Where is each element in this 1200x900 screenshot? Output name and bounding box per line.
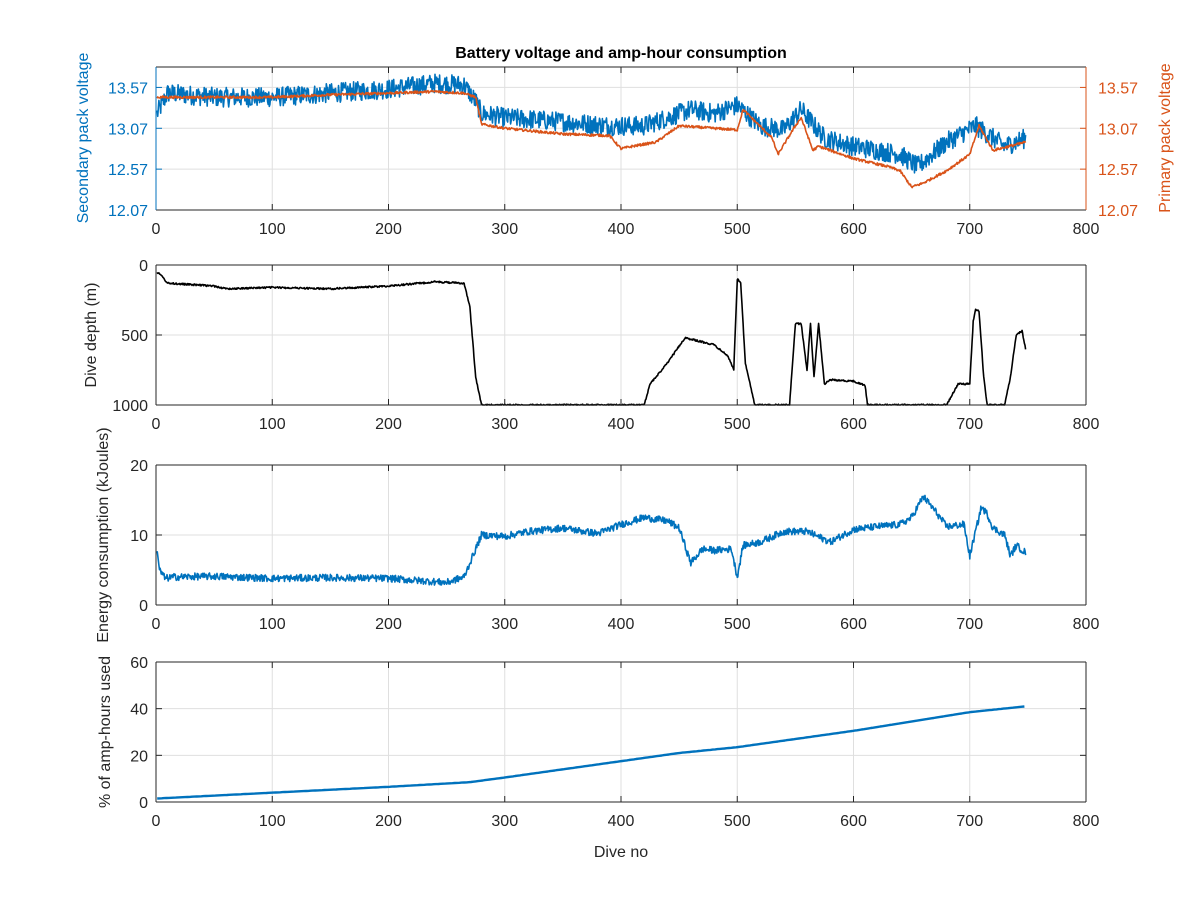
y-tick-label: 60: [130, 655, 148, 672]
y-axis-label-left: % of amp-hours used: [97, 656, 114, 808]
x-tick-label: 500: [724, 616, 751, 633]
series-line-0: [157, 705, 1025, 800]
x-tick-label: 400: [608, 813, 635, 830]
x-tick-label: 600: [840, 221, 867, 238]
x-tick-label: 300: [491, 221, 518, 238]
y-tick-label-right: 13.57: [1098, 80, 1138, 97]
y-axis-label-right: Primary pack voltage: [1157, 63, 1174, 212]
x-tick-label: 0: [152, 813, 161, 830]
x-tick-label: 0: [152, 616, 161, 633]
x-tick-label: 0: [152, 416, 161, 433]
y-tick-label: 12.07: [108, 203, 148, 220]
x-tick-label: 700: [956, 416, 983, 433]
voltage-panel: Battery voltage and amp-hour consumption…: [75, 45, 1174, 238]
x-tick-label: 300: [491, 616, 518, 633]
x-tick-label: 600: [840, 616, 867, 633]
series-line-0: [156, 271, 1027, 406]
x-tick-label: 300: [491, 813, 518, 830]
y-tick-label-right: 13.07: [1098, 121, 1138, 138]
y-tick-label: 500: [121, 328, 148, 345]
x-tick-label: 400: [608, 616, 635, 633]
x-tick-label: 500: [724, 221, 751, 238]
x-tick-label: 100: [259, 813, 286, 830]
x-tick-label: 800: [1073, 416, 1100, 433]
x-tick-label: 800: [1073, 616, 1100, 633]
x-tick-label: 200: [375, 813, 402, 830]
x-tick-label: 100: [259, 416, 286, 433]
energy-panel: Energy consumption (kJoules) 0 100 200 300 4…: [95, 427, 1099, 642]
x-tick-label: 800: [1073, 813, 1100, 830]
amp-hours-panel: % of amp-hours used Dive no 0 100 200 300 40…: [97, 655, 1099, 861]
y-tick-label: 12.57: [108, 162, 148, 179]
y-tick-label: 20: [130, 748, 148, 765]
depth-panel: Dive depth (m) 0 100 200 300 400 500 600 700 800…: [83, 258, 1099, 433]
y-tick-label: 1000: [112, 398, 148, 415]
y-tick-label: 40: [130, 702, 148, 719]
grid-lines: [155, 264, 1087, 406]
y-tick-label-right: 12.57: [1098, 162, 1138, 179]
x-tick-label: 100: [259, 221, 286, 238]
y-axis-label-left: Energy consumption (kJoules): [95, 427, 112, 642]
x-tick-label: 0: [152, 221, 161, 238]
y-tick-label: 0: [139, 258, 148, 275]
grid-lines: [155, 661, 1087, 803]
series-line-0: [156, 494, 1027, 586]
series-line-1: [156, 89, 1027, 189]
x-tick-label: 500: [724, 813, 751, 830]
y-tick-label: 0: [139, 598, 148, 615]
x-tick-label: 200: [375, 616, 402, 633]
figure-title: Battery voltage and amp-hour consumption: [455, 45, 787, 62]
x-tick-label: 300: [491, 416, 518, 433]
x-tick-label: 200: [375, 416, 402, 433]
y-axis-label-left: Dive depth (m): [83, 283, 100, 388]
y-tick-label: 10: [130, 528, 148, 545]
x-tick-label: 700: [956, 221, 983, 238]
x-tick-label: 700: [956, 616, 983, 633]
y-tick-label: 13.57: [108, 80, 148, 97]
x-tick-label: 500: [724, 416, 751, 433]
x-tick-label: 700: [956, 813, 983, 830]
x-tick-label: 800: [1073, 221, 1100, 238]
x-tick-label: 200: [375, 221, 402, 238]
x-tick-label: 400: [608, 416, 635, 433]
x-tick-label: 600: [840, 813, 867, 830]
y-tick-label-right: 12.07: [1098, 203, 1138, 220]
x-axis-label: Dive no: [594, 844, 648, 861]
x-tick-label: 400: [608, 221, 635, 238]
grid-lines: [155, 464, 1087, 606]
x-tick-label: 100: [259, 616, 286, 633]
series-line-0: [156, 73, 1027, 174]
y-tick-label: 13.07: [108, 121, 148, 138]
y-axis-label-left: Secondary pack voltage: [75, 53, 92, 224]
y-tick-label: 0: [139, 795, 148, 812]
y-tick-label: 20: [130, 458, 148, 475]
x-tick-label: 600: [840, 416, 867, 433]
